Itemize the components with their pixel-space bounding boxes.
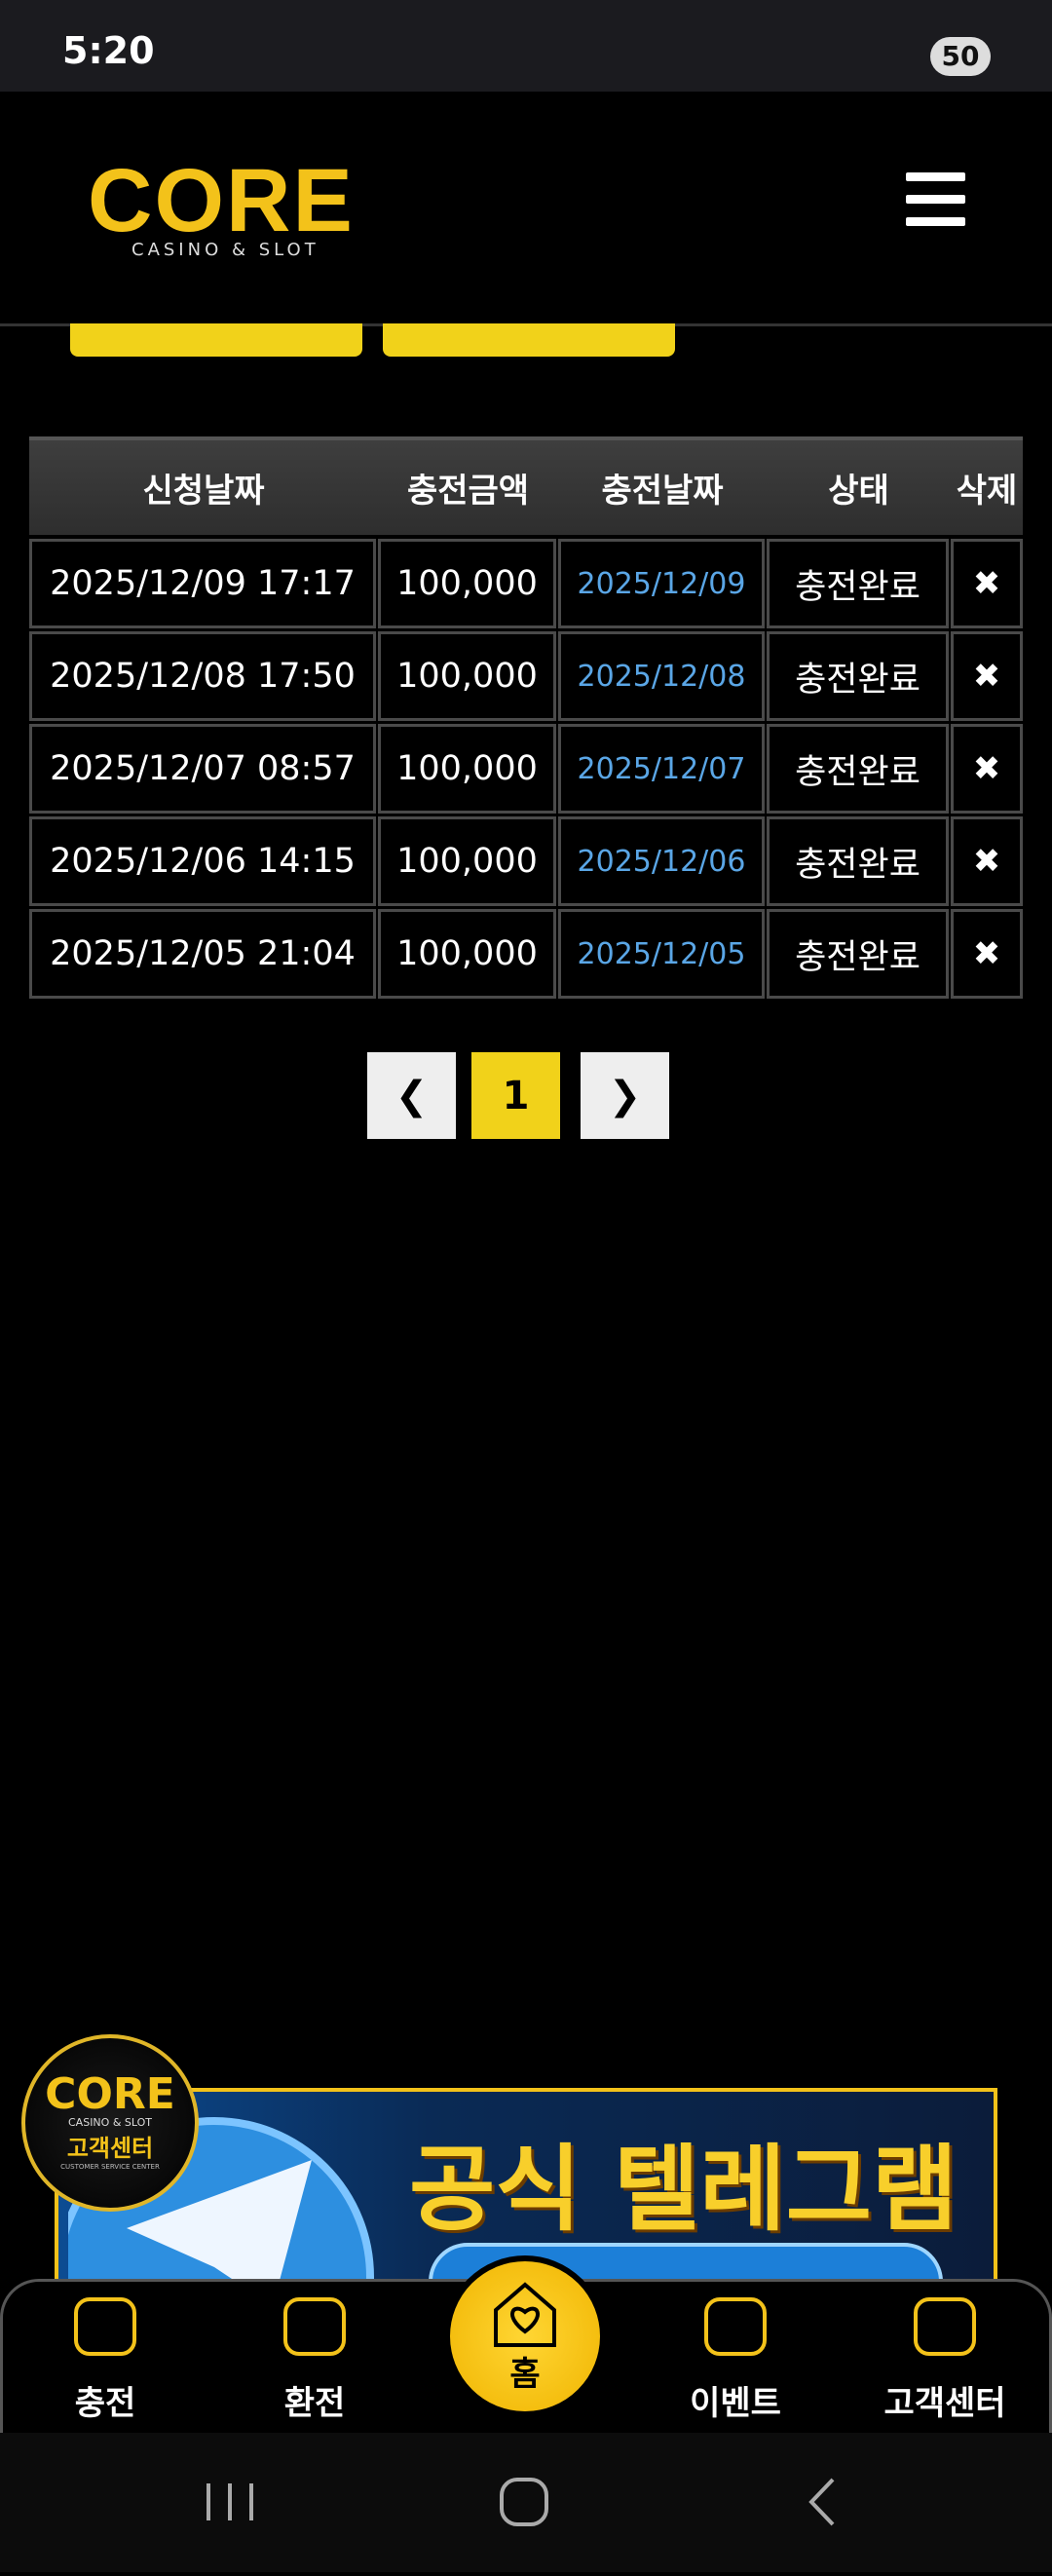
- table-cell: 2025/12/06 14:15: [29, 816, 376, 906]
- badge-logo: CORE: [45, 2069, 175, 2119]
- status-bar: 5:20 50: [0, 0, 1052, 92]
- table-cell: 충전완료: [767, 816, 949, 906]
- badge-label: 고객센터: [66, 2135, 154, 2162]
- next-page[interactable]: ❯: [581, 1052, 669, 1139]
- page-number[interactable]: 1: [471, 1052, 560, 1139]
- delete-button[interactable]: ✖: [951, 724, 1023, 814]
- status-time: 5:20: [62, 29, 155, 72]
- delete-button[interactable]: ✖: [951, 909, 1023, 999]
- support-badge[interactable]: CORE CASINO & SLOT 고객센터 CUSTOMER SERVICE…: [21, 2034, 199, 2212]
- header: CORE CASINO & SLOT: [0, 92, 1052, 326]
- system-nav: [0, 2433, 1052, 2572]
- nav-icon: [283, 2297, 346, 2356]
- column-header: 충전날짜: [558, 436, 767, 535]
- table-cell: 2025/12/07: [558, 724, 765, 814]
- column-header: 삭제: [951, 436, 1023, 535]
- nav-item[interactable]: 충전: [18, 2290, 193, 2426]
- nav-icon: [914, 2297, 976, 2356]
- table-cell: 100,000: [378, 909, 556, 999]
- delete-button[interactable]: ✖: [951, 816, 1023, 906]
- nav-label: 고객센터: [883, 2384, 1006, 2423]
- nav-icon: [704, 2297, 767, 2356]
- column-header: 신청날짜: [29, 436, 378, 535]
- table-cell: 2025/12/06: [558, 816, 765, 906]
- menu-button[interactable]: [906, 172, 965, 227]
- tab-button[interactable]: [383, 323, 675, 357]
- logo-subtitle: CASINO & SLOT: [132, 240, 319, 260]
- banner-title: 공식 텔레그램: [409, 2135, 958, 2244]
- table-cell: 2025/12/09 17:17: [29, 539, 376, 628]
- table-cell: 2025/12/07 08:57: [29, 724, 376, 814]
- nav-item[interactable]: 환전: [227, 2290, 402, 2426]
- table-cell: 충전완료: [767, 631, 949, 721]
- nav-label: 홈: [509, 2355, 541, 2394]
- column-header: 상태: [767, 436, 951, 535]
- tab-button[interactable]: [70, 323, 362, 357]
- badge-caption: CUSTOMER SERVICE CENTER: [60, 2163, 160, 2171]
- table-cell: 2025/12/08 17:50: [29, 631, 376, 721]
- table-cell: 충전완료: [767, 909, 949, 999]
- table-cell: 100,000: [378, 631, 556, 721]
- delete-button[interactable]: ✖: [951, 539, 1023, 628]
- prev-page[interactable]: ❮: [367, 1052, 456, 1139]
- delete-button[interactable]: ✖: [951, 631, 1023, 721]
- table-cell: 충전완료: [767, 539, 949, 628]
- nav-label: 이벤트: [690, 2384, 781, 2423]
- nav-item[interactable]: 이벤트: [648, 2290, 823, 2426]
- table-cell: 100,000: [378, 724, 556, 814]
- system-nav-icons: [207, 2478, 835, 2526]
- nav-label: 충전: [74, 2384, 136, 2423]
- nav-icon: [74, 2297, 136, 2356]
- table-cell: 2025/12/09: [558, 539, 765, 628]
- table-cell: 2025/12/05 21:04: [29, 909, 376, 999]
- logo[interactable]: CORE: [88, 151, 355, 250]
- home-icon: [494, 2282, 556, 2347]
- nav-icon-wrap: [648, 2290, 823, 2372]
- home-icon-wrap: [450, 2275, 600, 2357]
- column-header: 충전금액: [378, 436, 558, 535]
- badge-sub: CASINO & SLOT: [68, 2116, 152, 2129]
- nav-icon-wrap: [227, 2290, 402, 2372]
- nav-icon-wrap: [857, 2290, 1033, 2372]
- battery: 50: [930, 37, 991, 76]
- nav-home[interactable]: 홈: [444, 2255, 606, 2417]
- nav-label: 환전: [283, 2384, 346, 2423]
- nav-item[interactable]: 고객센터: [857, 2290, 1033, 2426]
- table-cell: 2025/12/05: [558, 909, 765, 999]
- table-cell: 100,000: [378, 539, 556, 628]
- table-cell: 100,000: [378, 816, 556, 906]
- table-cell: 충전완료: [767, 724, 949, 814]
- table-cell: 2025/12/08: [558, 631, 765, 721]
- nav-icon-wrap: [18, 2290, 193, 2372]
